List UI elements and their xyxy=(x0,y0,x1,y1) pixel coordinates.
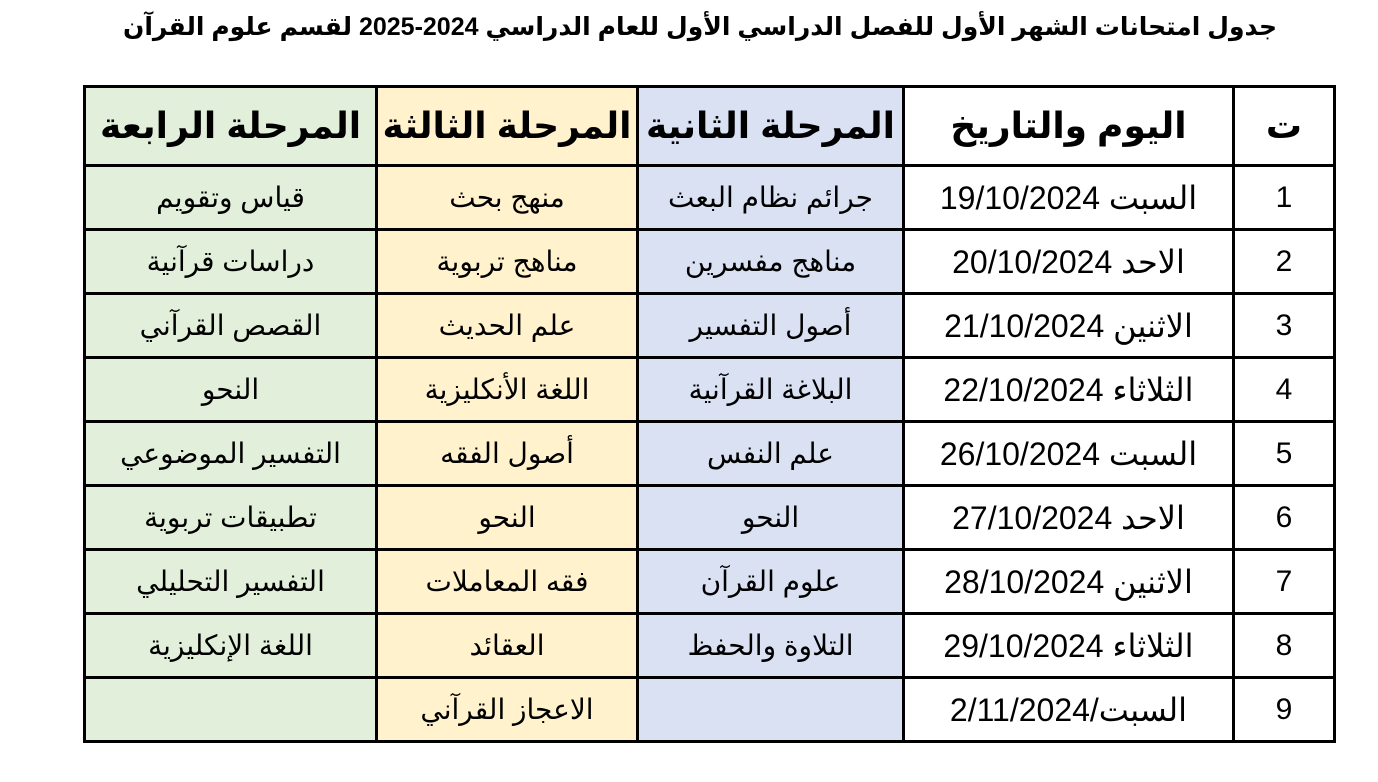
row-number: 1 xyxy=(1232,164,1336,231)
row-date: السبت/2/11/2024 xyxy=(902,676,1235,743)
table-row: 9 السبت/2/11/2024 الاعجاز القرآني xyxy=(83,676,1336,743)
row-number: 5 xyxy=(1232,420,1336,487)
stage3-subject: منهج بحث xyxy=(375,164,639,231)
row-number: 8 xyxy=(1232,612,1336,679)
row-date: السبت 26/10/2024 xyxy=(902,420,1235,487)
row-date: الثلاثاء 22/10/2024 xyxy=(902,356,1235,423)
row-date: الاحد 27/10/2024 xyxy=(902,484,1235,551)
row-date: الاثنين 21/10/2024 xyxy=(902,292,1235,359)
stage4-subject: قياس وتقويم xyxy=(83,164,378,231)
table-row: 3 الاثنين 21/10/2024 أصول التفسير علم الحدي… xyxy=(83,292,1336,359)
row-number: 3 xyxy=(1232,292,1336,359)
stage3-subject: اللغة الأنكليزية xyxy=(375,356,639,423)
stage4-subject: اللغة الإنكليزية xyxy=(83,612,378,679)
stage2-subject: البلاغة القرآنية xyxy=(636,356,905,423)
row-number: 7 xyxy=(1232,548,1336,615)
stage3-subject: مناهج تربوية xyxy=(375,228,639,295)
row-date: الاثنين 28/10/2024 xyxy=(902,548,1235,615)
row-number: 2 xyxy=(1232,228,1336,295)
table-row: 7 الاثنين 28/10/2024 علوم القرآن فقه المعام… xyxy=(83,548,1336,615)
stage2-subject: علم النفس xyxy=(636,420,905,487)
stage4-subject xyxy=(83,676,378,743)
header-stage2: المرحلة الثانية xyxy=(636,85,905,167)
stage4-subject: النحو xyxy=(83,356,378,423)
row-number: 9 xyxy=(1232,676,1336,743)
stage2-subject: مناهج مفسرين xyxy=(636,228,905,295)
header-stage3: المرحلة الثالثة xyxy=(375,85,639,167)
row-date: السبت 19/10/2024 xyxy=(902,164,1235,231)
table-row: 8 الثلاثاء 29/10/2024 التلاوة والحفظ العقائ… xyxy=(83,612,1336,679)
stage2-subject: النحو xyxy=(636,484,905,551)
row-number: 4 xyxy=(1232,356,1336,423)
stage4-subject: تطبيقات تربوية xyxy=(83,484,378,551)
row-date: الاحد 20/10/2024 xyxy=(902,228,1235,295)
header-row: ت اليوم والتاريخ المرحلة الثانية المرحلة… xyxy=(83,85,1336,167)
stage2-subject: أصول التفسير xyxy=(636,292,905,359)
table-row: 5 السبت 26/10/2024 علم النفس أصول الفقه التف… xyxy=(83,420,1336,487)
exam-schedule-table: ت اليوم والتاريخ المرحلة الثانية المرحلة… xyxy=(83,85,1336,743)
stage4-subject: التفسير التحليلي xyxy=(83,548,378,615)
stage4-subject: دراسات قرآنية xyxy=(83,228,378,295)
stage2-subject xyxy=(636,676,905,743)
stage3-subject: فقه المعاملات xyxy=(375,548,639,615)
header-number: ت xyxy=(1232,85,1336,167)
header-stage4: المرحلة الرابعة xyxy=(83,85,378,167)
stage2-subject: علوم القرآن xyxy=(636,548,905,615)
stage2-subject: التلاوة والحفظ xyxy=(636,612,905,679)
table-row: 4 الثلاثاء 22/10/2024 البلاغة القرآنية اللغ… xyxy=(83,356,1336,423)
page-title: جدول امتحانات الشهر الأول للفصل الدراسي … xyxy=(123,13,1277,41)
stage3-subject: النحو xyxy=(375,484,639,551)
stage4-subject: القصص القرآني xyxy=(83,292,378,359)
row-number: 6 xyxy=(1232,484,1336,551)
table-row: 2 الاحد 20/10/2024 مناهج مفسرين مناهج تربوي… xyxy=(83,228,1336,295)
stage3-subject: الاعجاز القرآني xyxy=(375,676,639,743)
stage4-subject: التفسير الموضوعي xyxy=(83,420,378,487)
header-date: اليوم والتاريخ xyxy=(902,85,1235,167)
stage3-subject: العقائد xyxy=(375,612,639,679)
stage3-subject: علم الحديث xyxy=(375,292,639,359)
row-date: الثلاثاء 29/10/2024 xyxy=(902,612,1235,679)
table-row: 6 الاحد 27/10/2024 النحو النحو تطبيقات تربوي… xyxy=(83,484,1336,551)
stage2-subject: جرائم نظام البعث xyxy=(636,164,905,231)
table-row: 1 السبت 19/10/2024 جرائم نظام البعث منهج بح… xyxy=(83,164,1336,231)
stage3-subject: أصول الفقه xyxy=(375,420,639,487)
